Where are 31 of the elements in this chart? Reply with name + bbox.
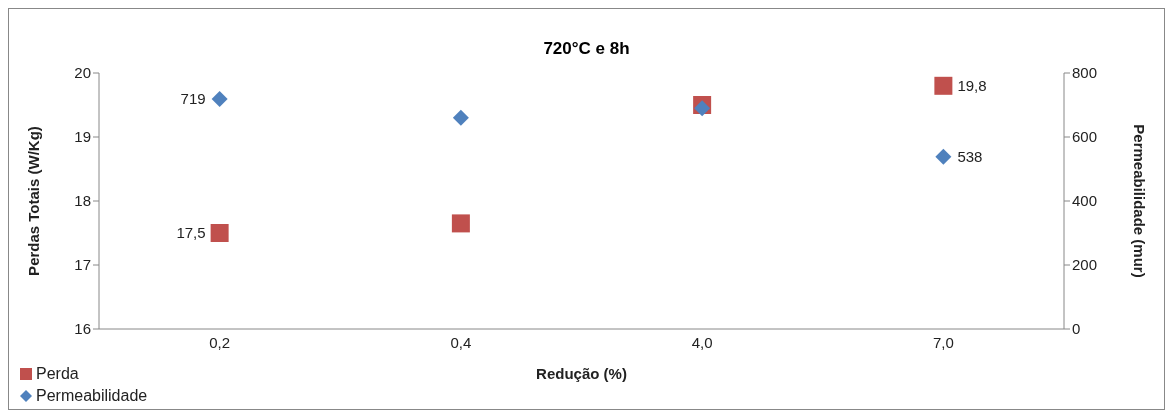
y2-tick-label: 400 bbox=[1072, 192, 1098, 210]
y2-tick-label: 800 bbox=[1072, 64, 1098, 82]
y-tick-label: 20 bbox=[74, 64, 91, 82]
data-label: 719 bbox=[180, 89, 206, 107]
data-label: 17,5 bbox=[176, 224, 206, 241]
point bbox=[934, 76, 953, 95]
y-tick-label: 19 bbox=[74, 128, 91, 146]
point bbox=[211, 90, 228, 107]
x-tick-label: 7,0 bbox=[932, 333, 954, 351]
y-tick-label: 17 bbox=[74, 256, 91, 274]
point bbox=[452, 109, 469, 126]
point bbox=[210, 224, 229, 242]
y-tick-label: 16 bbox=[74, 320, 91, 338]
legend-label: Perda bbox=[36, 365, 79, 383]
y-tick-label: 18 bbox=[74, 192, 91, 210]
y2-tick-label: 200 bbox=[1072, 256, 1098, 274]
data-label: 538 bbox=[957, 147, 983, 165]
point bbox=[935, 148, 952, 165]
x-tick-label: 4,0 bbox=[691, 333, 713, 351]
y2-axis-title: Permeabilidade (mur) bbox=[1130, 124, 1148, 278]
y2-tick-label: 600 bbox=[1072, 128, 1098, 146]
y-axis-title: Perdas Totais (W/Kg) bbox=[25, 126, 43, 276]
point bbox=[451, 214, 470, 233]
x-axis-title: Redução (%) bbox=[536, 365, 627, 382]
legend-label: Permeabilidade bbox=[36, 387, 148, 405]
chart-title: 720°C e 8h bbox=[542, 39, 631, 60]
data-label: 19,8 bbox=[957, 76, 987, 94]
x-tick-label: 0,4 bbox=[450, 333, 472, 351]
point bbox=[694, 100, 711, 117]
y2-tick-label: 0 bbox=[1072, 320, 1081, 338]
x-tick-label: 0,2 bbox=[209, 333, 231, 351]
